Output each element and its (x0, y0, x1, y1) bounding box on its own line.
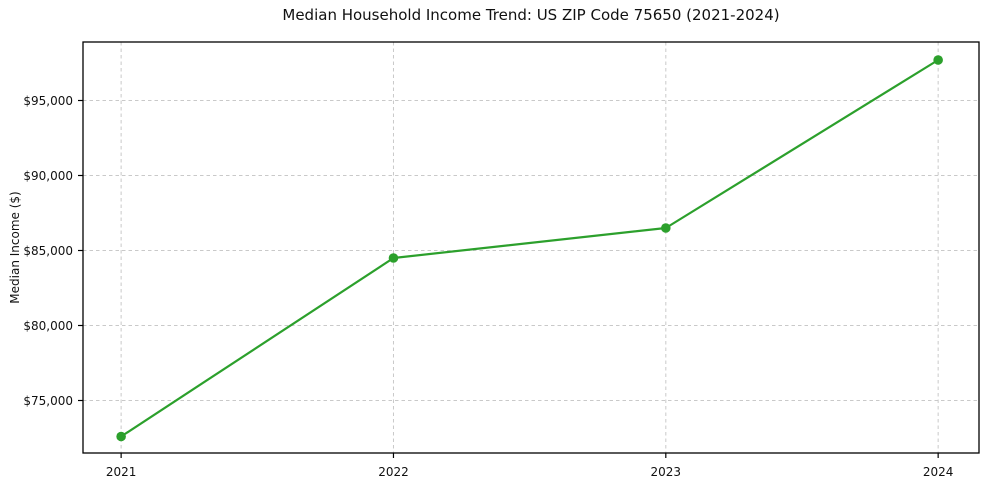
plot-border (82, 41, 980, 454)
x-tick-label: 2023 (651, 465, 682, 479)
data-point (388, 253, 399, 263)
trend-line (120, 59, 939, 438)
y-tick-label: $95,000 (23, 94, 73, 108)
y-tick-label: $85,000 (23, 244, 73, 258)
x-tick-label: 2021 (106, 465, 137, 479)
x-tick-label: 2022 (378, 465, 409, 479)
x-tick-label: 2024 (923, 465, 954, 479)
y-tick-label: $80,000 (23, 319, 73, 333)
chart-title: Median Household Income Trend: US ZIP Co… (282, 6, 780, 24)
y-tick-label: $90,000 (23, 169, 73, 183)
y-tick-label: $75,000 (23, 394, 73, 408)
data-point (116, 431, 126, 442)
data-point (933, 55, 943, 65)
data-point (661, 223, 671, 233)
